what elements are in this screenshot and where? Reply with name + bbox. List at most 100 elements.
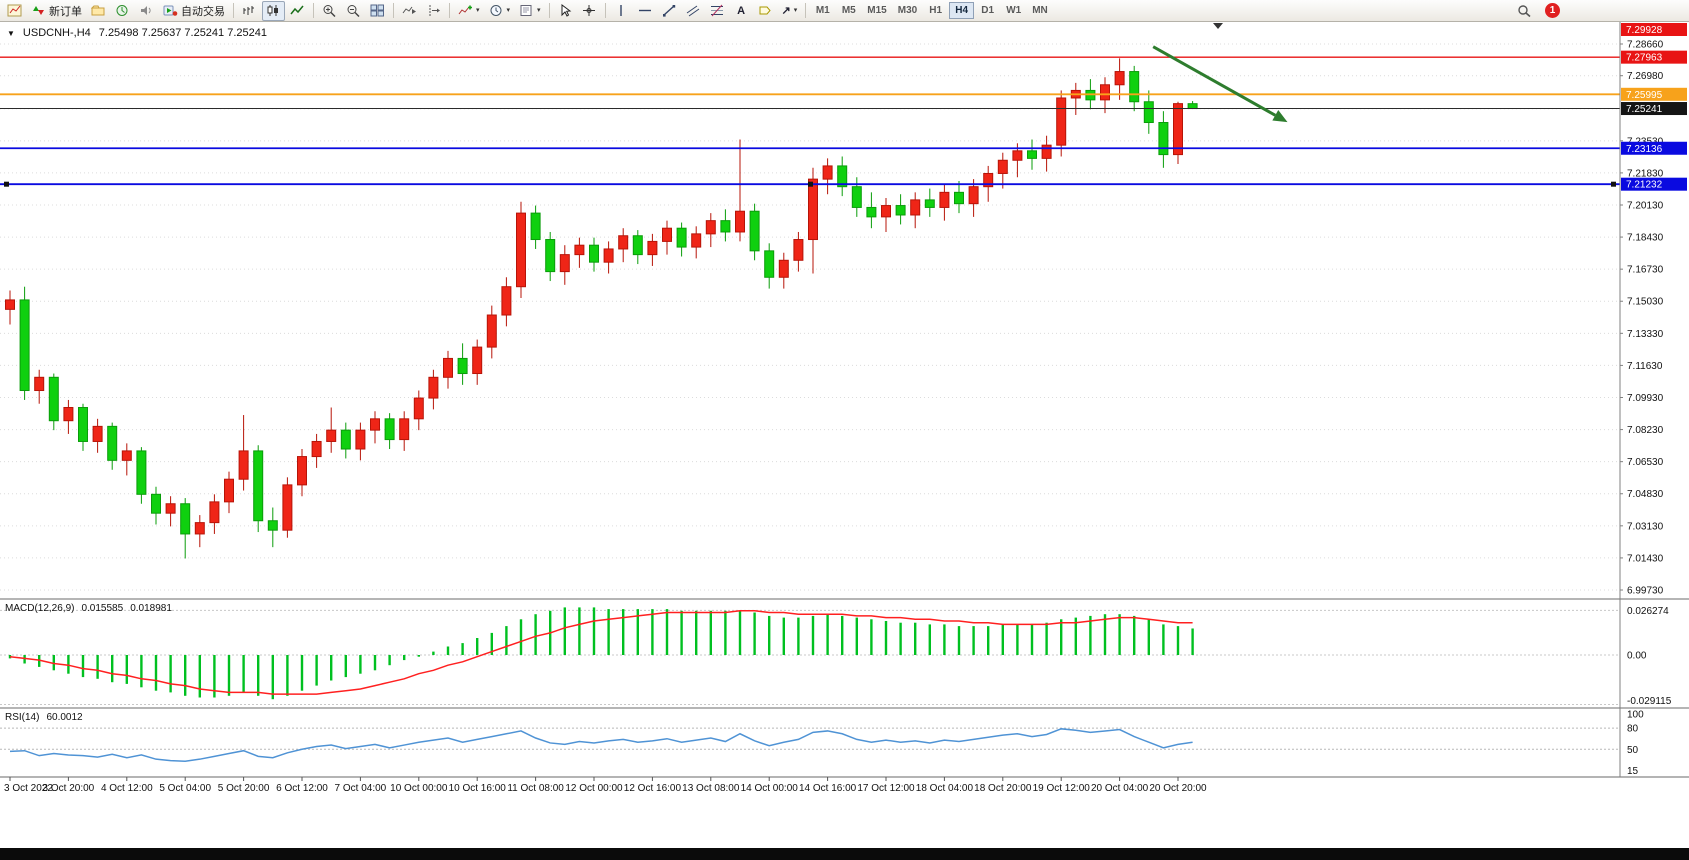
time-tick-label: 11 Oct 08:00 [507, 783, 564, 794]
candle-body [180, 503, 191, 535]
timeframe-m30-button[interactable]: M30 [893, 2, 922, 19]
new-chart-icon [7, 4, 22, 17]
price-tick-label: 7.01430 [1627, 553, 1664, 564]
pane-splitter[interactable] [0, 598, 1689, 600]
zoom-in-button[interactable] [318, 1, 341, 21]
chart-shift-button[interactable] [422, 1, 445, 21]
new-order-button[interactable]: 新订单 [27, 1, 86, 21]
chart-profiles-button[interactable] [87, 1, 110, 21]
auto-scroll-button[interactable] [398, 1, 421, 21]
timeframe-m5-button[interactable]: M5 [836, 2, 861, 19]
rsi-name: RSI(14) [5, 712, 40, 723]
new-order-label: 新订单 [49, 5, 82, 18]
new-chart-button[interactable] [3, 1, 26, 21]
candle-body [121, 450, 132, 461]
candle-body [282, 484, 293, 531]
candle-body [326, 429, 337, 442]
templates-button[interactable]: ▾ [515, 1, 545, 21]
timeframe-d1-button[interactable]: D1 [975, 2, 1000, 19]
text-tool-icon: A [737, 4, 746, 17]
time-tick-label: 14 Oct 00:00 [741, 783, 799, 794]
candle-body [720, 220, 731, 233]
search-button[interactable] [1513, 1, 1536, 21]
price-badge [1621, 50, 1687, 64]
bar-chart-type-button[interactable] [238, 1, 261, 21]
price-axis[interactable]: 7.286607.269807.235307.218307.201307.184… [1619, 22, 1687, 777]
tile-windows-button[interactable] [366, 1, 389, 21]
price-tick-label: 7.13330 [1627, 329, 1664, 340]
trend-arrow-head[interactable] [1272, 110, 1288, 123]
arrows-tool-button[interactable]: ↗ ▾ [778, 1, 802, 21]
pane-splitter[interactable] [0, 707, 1689, 709]
candlestick-type-button[interactable] [262, 0, 285, 21]
zoom-out-button[interactable] [342, 1, 365, 21]
timeframe-h4-button[interactable]: H4 [949, 2, 975, 19]
candle-body [1143, 101, 1154, 124]
line-chart-icon [290, 5, 304, 15]
candle-body [311, 440, 322, 458]
price-tick-label: 7.26980 [1627, 71, 1664, 82]
channel-tool-button[interactable] [682, 1, 705, 21]
shift-marker[interactable] [1213, 23, 1223, 29]
price-badge-label: 7.21232 [1626, 180, 1663, 191]
toolbar-separator [393, 3, 394, 18]
candle-body [1114, 71, 1125, 86]
speaker-icon [141, 6, 151, 15]
timeframe-w1-button[interactable]: W1 [1001, 2, 1026, 19]
chart-canvas[interactable]: 7.286607.269807.235307.218307.201307.184… [0, 22, 1689, 848]
time-tick-label: 10 Oct 00:00 [390, 783, 448, 794]
fibonacci-tool-button[interactable] [706, 1, 729, 21]
label-tool-button[interactable] [754, 1, 777, 21]
price-tick-label: 7.15030 [1627, 297, 1664, 308]
price-tick-label: 7.16730 [1627, 265, 1664, 276]
horizontal-lines[interactable] [0, 56, 1620, 187]
alerts-button[interactable] [135, 1, 158, 21]
notification-badge[interactable]: 1 [1545, 3, 1560, 18]
crosshair-button[interactable] [578, 1, 601, 21]
zoom-in-icon [323, 5, 336, 17]
cursor-button[interactable] [554, 1, 577, 21]
trendline-tool-button[interactable] [658, 1, 681, 21]
trend-arrow-line[interactable] [1152, 45, 1277, 117]
candle-body [881, 205, 891, 218]
line-chart-type-button[interactable] [286, 1, 309, 21]
candle-body [267, 520, 278, 531]
text-tool-button[interactable]: A [730, 1, 753, 21]
candle-body [705, 220, 716, 235]
clock-icon [490, 5, 502, 16]
time-tick-label: 20 Oct 20:00 [1149, 783, 1207, 794]
trendline-icon [662, 5, 675, 17]
candle-body [968, 186, 979, 205]
candle-body [443, 357, 453, 378]
candle-body [486, 314, 497, 348]
indicators-button[interactable]: ▾ [454, 1, 484, 21]
candle-body [194, 522, 205, 535]
periods-button[interactable]: ▾ [485, 1, 515, 21]
candle-body [662, 227, 672, 242]
candle-body [63, 406, 74, 422]
auto-trading-button[interactable]: 自动交易 [159, 1, 229, 21]
price-grid [0, 43, 1620, 591]
market-watch-button[interactable] [111, 1, 134, 21]
chart-menu-icon[interactable]: ▼ [7, 28, 15, 38]
time-tick-label: 20 Oct 04:00 [1091, 783, 1149, 794]
timeframe-m15-button[interactable]: M15 [862, 2, 891, 19]
vertical-line-icon [619, 5, 622, 16]
timeframe-h1-button[interactable]: H1 [923, 2, 948, 19]
new-order-icon [33, 6, 44, 15]
candle-body [632, 235, 643, 256]
timeframe-m1-button[interactable]: M1 [810, 2, 835, 19]
candle-body [530, 212, 541, 241]
candle-body [954, 191, 964, 205]
price-tick-label: 7.18430 [1627, 233, 1664, 244]
time-tick-label: 19 Oct 12:00 [1033, 783, 1091, 794]
cursor-icon [561, 4, 571, 17]
candle-body [1012, 150, 1023, 161]
horizontal-line-tool-button[interactable] [634, 1, 657, 21]
candle-body [924, 199, 935, 208]
candle-body [910, 199, 921, 216]
vertical-line-tool-button[interactable] [610, 1, 633, 21]
timeframe-mn-button[interactable]: MN [1027, 2, 1053, 19]
price-badge-label: 7.23136 [1626, 144, 1663, 155]
